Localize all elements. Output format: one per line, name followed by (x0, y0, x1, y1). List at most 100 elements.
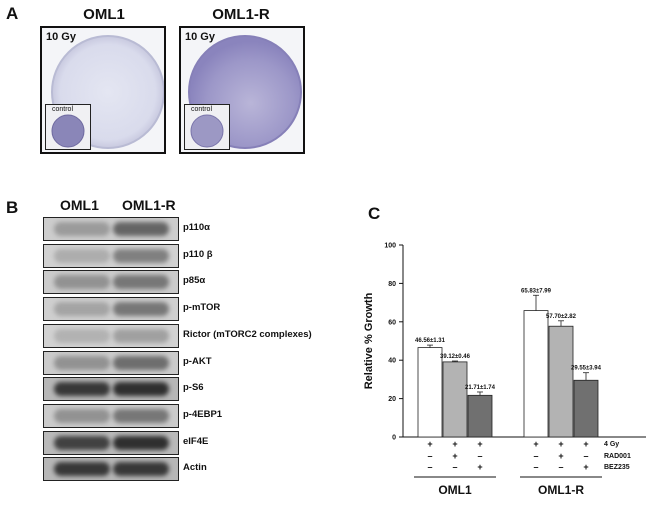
blot-label: Rictor (mTORC2 complexes) (183, 328, 312, 340)
bar (548, 325, 574, 438)
blot-band-lane1 (54, 462, 110, 477)
y-tick-label: 0 (392, 435, 396, 442)
blot-strip (43, 297, 179, 322)
treatment-sign: + (452, 451, 457, 461)
growth-chart: 0 20 40 60 80 100 Relative % Growth 46.56±1.31… (363, 243, 646, 497)
blot-band-lane1 (54, 248, 110, 263)
blot-strip (43, 217, 179, 241)
bar (573, 379, 599, 438)
bar (417, 347, 443, 438)
chart-axes: 0 20 40 60 80 100 Relative % Growth (363, 243, 646, 442)
bar-value-label: 65.83±7.99 (521, 288, 552, 294)
blot-band-lane2 (113, 382, 169, 397)
plate-oml1-dose: 10 Gy (46, 31, 76, 43)
y-tick-label: 40 (388, 358, 396, 365)
treatment-sign: + (558, 439, 563, 449)
blot-band-lane2 (113, 275, 169, 290)
blot-label: p110α (183, 222, 210, 233)
treatment-sign: + (427, 439, 432, 449)
blot-band-lane2 (113, 248, 169, 263)
treatment-sign: – (427, 462, 432, 472)
panel-c-letter: C (368, 204, 381, 223)
treatment-sign: + (583, 439, 588, 449)
treatment-sign: + (558, 451, 563, 461)
y-tick-label: 80 (388, 281, 396, 288)
blot-band-lane1 (54, 382, 110, 397)
treatment-sign: + (477, 462, 482, 472)
chart-bars: 46.56±1.31 39.12±0.46 21.71±1.74 65.83±7.99… (415, 288, 602, 438)
group-label: OML1-R (538, 483, 584, 497)
lane-label-oml1-r: OML1-R (122, 197, 176, 213)
blot-band-lane2 (113, 408, 169, 423)
treatment-name: 4 Gy (604, 441, 619, 448)
blot-label: p-AKT (183, 355, 212, 367)
blot-label: p-S6 (183, 382, 204, 394)
treatment-name: RAD001 (604, 453, 631, 460)
blot-band-lane2 (113, 462, 169, 477)
blot-strip (43, 430, 179, 455)
plate-oml1-control-inset: control (45, 104, 91, 150)
blot-label: eIF4E (183, 435, 209, 447)
y-tick-label: 100 (384, 243, 396, 250)
blot-label: p-mTOR (183, 302, 221, 314)
treatment-sign: + (533, 439, 538, 449)
plate-oml1-r-control-inset: control (184, 104, 230, 150)
blot-label: p85α (183, 275, 206, 287)
blot-strip (43, 403, 179, 428)
treatment-sign: + (452, 439, 457, 449)
treatment-sign: + (477, 439, 482, 449)
blot-band-lane1 (54, 328, 110, 343)
bar (442, 361, 468, 438)
bar-value-label: 57.70±2.82 (546, 314, 577, 320)
blot-band-lane1 (54, 435, 110, 450)
treatment-sign: – (477, 451, 482, 461)
plate-oml1: 10 Gy control (40, 26, 166, 154)
blot-strip (43, 270, 179, 295)
treatment-sign: – (558, 462, 563, 472)
blot-strip (43, 457, 179, 482)
blot-band-lane2 (113, 328, 169, 343)
blot-strip (43, 243, 179, 268)
blot-band-lane1 (54, 355, 110, 370)
treatment-sign: – (533, 451, 538, 461)
blot-label: p110 β (183, 248, 213, 260)
plate-oml1-r: 10 Gy control (179, 26, 305, 154)
bar (467, 394, 493, 438)
blot-strip (43, 350, 179, 375)
blot-strip (43, 377, 179, 402)
plate-title-oml1: OML1 (83, 6, 125, 23)
bar-value-label: 39.12±0.46 (440, 354, 471, 360)
blot-band-lane2 (113, 355, 169, 370)
bar-value-label: 46.56±1.31 (415, 338, 446, 344)
panel-b-letter: B (6, 198, 19, 217)
bar (523, 310, 549, 438)
group-label: OML1 (438, 483, 472, 497)
treatment-sign: – (583, 451, 588, 461)
blot-strip (43, 323, 179, 348)
blot-band-lane1 (54, 302, 110, 317)
blot-label: p-4EBP1 (183, 408, 223, 420)
treatment-name: BEZ235 (604, 464, 630, 471)
blot-band-lane2 (113, 435, 169, 450)
treatment-sign: – (427, 451, 432, 461)
y-axis-label: Relative % Growth (363, 292, 375, 389)
blot-label: Actin (183, 462, 207, 474)
plate-oml1-r-dose: 10 Gy (185, 31, 215, 43)
blot-band-lane2 (113, 222, 169, 236)
treatment-sign: – (533, 462, 538, 472)
bar-value-label: 29.55±3.94 (571, 366, 602, 372)
plate-title-oml1-r: OML1-R (212, 6, 270, 23)
panel-a-letter: A (6, 4, 19, 23)
treatment-sign: + (583, 462, 588, 472)
y-tick-label: 20 (388, 396, 396, 403)
blot-band-lane1 (54, 222, 110, 236)
blot-band-lane1 (54, 408, 110, 423)
blot-band-lane2 (113, 302, 169, 317)
treatment-sign: – (452, 462, 457, 472)
control-dish (190, 114, 224, 148)
control-dish (51, 114, 85, 148)
inset-label: control (52, 106, 74, 113)
y-tick-label: 60 (388, 319, 396, 326)
bar-value-label: 21.71±1.74 (465, 385, 496, 391)
